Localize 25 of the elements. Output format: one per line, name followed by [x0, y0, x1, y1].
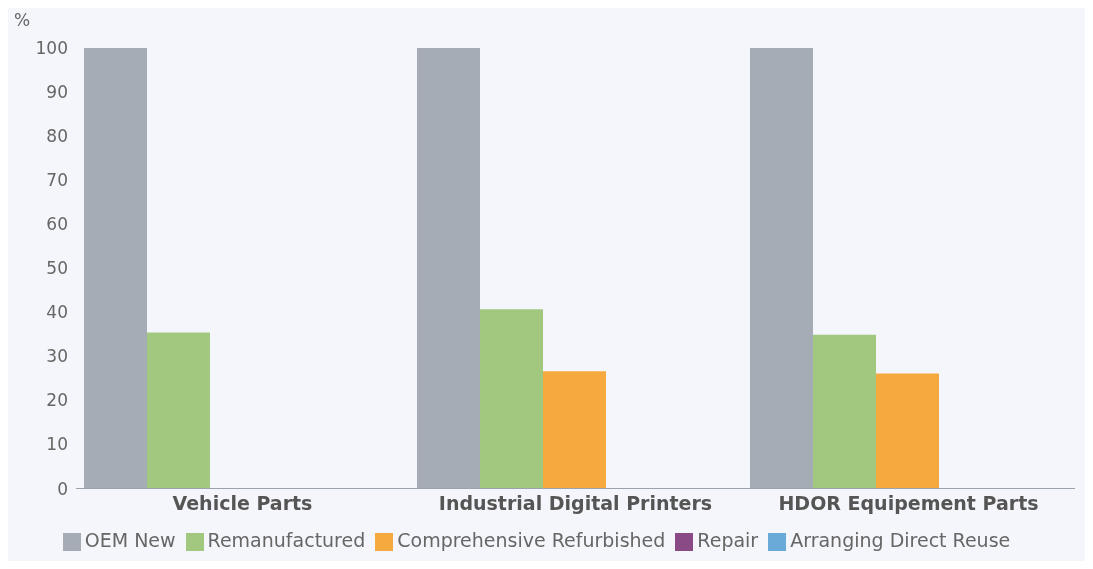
y-axis-title: %: [13, 10, 31, 30]
legend-label: Remanufactured: [207, 528, 366, 551]
legend-label: Repair: [697, 528, 759, 551]
y-tick-label: 80: [46, 126, 68, 147]
y-tick-label: 100: [35, 38, 68, 59]
legend-label: OEM New: [84, 528, 176, 551]
bar: [480, 309, 543, 489]
y-tick-label: 70: [46, 170, 68, 191]
y-tick-label: 30: [46, 346, 68, 367]
y-tick-label: 0: [57, 478, 68, 499]
legend-label: Arranging Direct Reuse: [790, 528, 1011, 551]
legend-label: Comprehensive Refurbished: [397, 528, 666, 551]
x-tick-label: Vehicle Parts: [172, 491, 313, 514]
bar: [147, 332, 210, 489]
bar: [876, 373, 939, 489]
y-tick-label: 60: [46, 214, 68, 235]
x-tick-label: Industrial Digital Printers: [438, 491, 713, 514]
y-tick-label: 40: [46, 302, 68, 323]
y-tick-label: 90: [46, 82, 68, 103]
y-tick-label: 20: [46, 390, 68, 411]
bar: [543, 371, 606, 489]
y-tick-label: 10: [46, 434, 68, 455]
bar: [813, 334, 876, 489]
y-tick-label: 50: [46, 258, 68, 279]
x-tick-label: HDOR Equipement Parts: [778, 491, 1039, 514]
